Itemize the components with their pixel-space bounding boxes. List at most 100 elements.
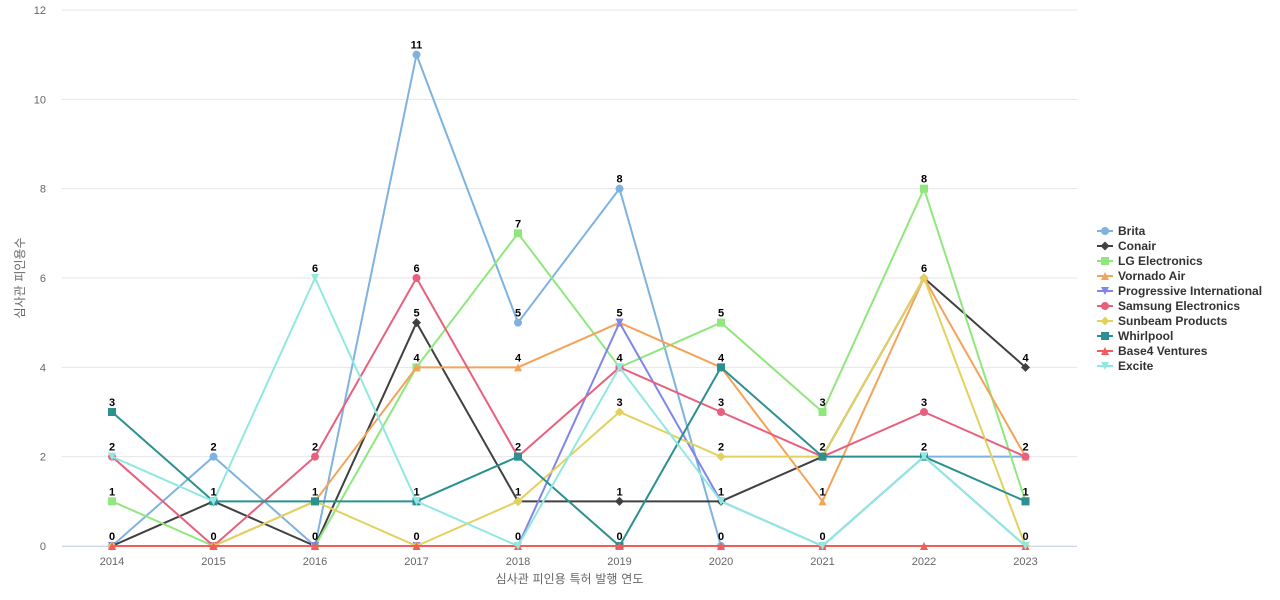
y-tick-label: 2 — [40, 452, 46, 464]
data-point-excite — [108, 452, 116, 461]
legend-item-samsung-electronics[interactable]: Samsung Electronics — [1097, 299, 1240, 313]
data-point-samsung-electronics — [717, 408, 725, 416]
data-point-brita — [615, 184, 624, 193]
series-samsung-electronics — [108, 274, 1030, 550]
data-label: 8 — [616, 174, 622, 186]
y-tick-label: 8 — [40, 184, 46, 196]
data-label: 11 — [411, 40, 423, 52]
legend-marker-icon — [1101, 332, 1109, 340]
data-label: 2 — [819, 442, 825, 454]
series-line-whirlpool — [111, 366, 1027, 547]
data-label: 2 — [718, 442, 724, 454]
data-point-excite — [209, 497, 218, 506]
legend-marker-icon — [1101, 362, 1109, 370]
legend-item-brita[interactable]: Brita — [1097, 224, 1146, 238]
data-point-lg-electronics — [818, 408, 827, 416]
data-label: 2 — [312, 442, 318, 454]
data-label: 6 — [921, 263, 927, 275]
data-label: 5 — [413, 308, 419, 320]
data-label: 2 — [109, 442, 115, 454]
data-point-sunbeam-products — [615, 407, 624, 417]
legend-item-sunbeam-products[interactable]: Sunbeam Products — [1097, 314, 1228, 328]
legend-item-whirlpool[interactable]: Whirlpool — [1097, 329, 1173, 343]
legend-marker-icon — [1100, 241, 1110, 251]
legend-label: Whirlpool — [1118, 329, 1173, 343]
series-group — [107, 50, 1030, 551]
data-point-vornado-air — [412, 363, 421, 372]
x-tick-label: 2015 — [201, 556, 225, 568]
data-point-samsung-electronics — [1021, 452, 1030, 461]
data-label: 1 — [413, 486, 419, 498]
data-label: 1 — [819, 486, 825, 498]
x-tick-label: 2022 — [912, 556, 936, 568]
data-point-whirlpool — [108, 408, 116, 416]
data-point-whirlpool — [818, 452, 827, 461]
data-label: 4 — [515, 352, 522, 364]
x-tick-label: 2021 — [810, 556, 834, 568]
data-label: 6 — [312, 263, 318, 275]
data-point-excite — [717, 497, 725, 506]
x-tick-label: 2019 — [607, 556, 631, 568]
data-point-conair — [615, 496, 624, 506]
data-point-lg-electronics — [920, 184, 928, 193]
data-point-excite — [412, 497, 421, 506]
data-label: 2 — [921, 442, 927, 454]
data-point-conair — [412, 318, 421, 328]
data-label: 1 — [616, 486, 622, 498]
legend-item-lg-electronics[interactable]: LG Electronics — [1097, 254, 1203, 268]
data-point-conair — [1021, 362, 1030, 372]
data-label: 4 — [413, 352, 420, 364]
x-tick-label: 2020 — [709, 556, 733, 568]
y-tick-label: 4 — [40, 362, 46, 374]
data-label: 8 — [921, 174, 927, 186]
legend-item-vornado-air[interactable]: Vornado Air — [1097, 269, 1186, 283]
legend-marker-icon — [1101, 257, 1109, 265]
data-point-sunbeam-products — [513, 496, 523, 506]
data-point-brita — [412, 50, 421, 59]
data-point-vornado-air — [818, 497, 827, 506]
y-tick-label: 6 — [40, 273, 46, 285]
data-label: 0 — [312, 531, 318, 543]
data-point-progressive-international — [615, 318, 624, 327]
data-point-brita — [209, 452, 218, 461]
data-point-base4-ventures — [209, 542, 218, 550]
legend-item-progressive-international[interactable]: Progressive International — [1097, 284, 1262, 298]
gridlines — [62, 9, 1077, 547]
data-label: 0 — [819, 531, 825, 543]
x-tick-label: 2016 — [303, 556, 327, 568]
data-label: 0 — [515, 531, 521, 543]
data-label: 5 — [616, 308, 622, 320]
series-line-samsung-electronics — [111, 277, 1027, 547]
data-point-brita — [514, 318, 522, 327]
data-label: 0 — [1022, 531, 1028, 543]
data-point-whirlpool — [1021, 497, 1030, 506]
legend-marker-icon — [1101, 227, 1109, 235]
data-label: 4 — [1022, 352, 1029, 364]
data-label: 0 — [718, 531, 724, 543]
data-label: 1 — [718, 486, 724, 498]
x-axis-title: 심사관 피인용 특허 발행 연도 — [496, 571, 644, 586]
data-point-whirlpool — [717, 363, 725, 372]
x-tick-label: 2014 — [100, 556, 124, 568]
data-point-base4-ventures — [108, 542, 116, 550]
legend-item-base4-ventures[interactable]: Base4 Ventures — [1097, 344, 1208, 358]
legend-item-excite[interactable]: Excite — [1097, 359, 1154, 373]
legend-label: Vornado Air — [1118, 269, 1186, 283]
series-excite — [108, 274, 1030, 550]
data-label: 2 — [210, 442, 216, 454]
data-point-samsung-electronics — [920, 408, 928, 416]
legend-item-conair[interactable]: Conair — [1097, 239, 1156, 253]
x-tick-label: 2017 — [404, 556, 428, 568]
data-point-base4-ventures — [920, 542, 928, 550]
legend-label: Brita — [1118, 224, 1146, 238]
legend-label: Samsung Electronics — [1118, 299, 1240, 313]
legend-label: Progressive International — [1118, 284, 1262, 298]
data-point-excite — [920, 452, 928, 461]
data-label: 4 — [718, 352, 725, 364]
x-axis: 2014 2015 2016 2017 2018 2019 2020 2021 2022 2023 — [100, 556, 1038, 568]
legend-marker-icon — [1101, 302, 1109, 310]
data-label: 4 — [616, 352, 623, 364]
y-tick-label: 0 — [40, 541, 46, 553]
legend-label: Conair — [1118, 239, 1156, 253]
